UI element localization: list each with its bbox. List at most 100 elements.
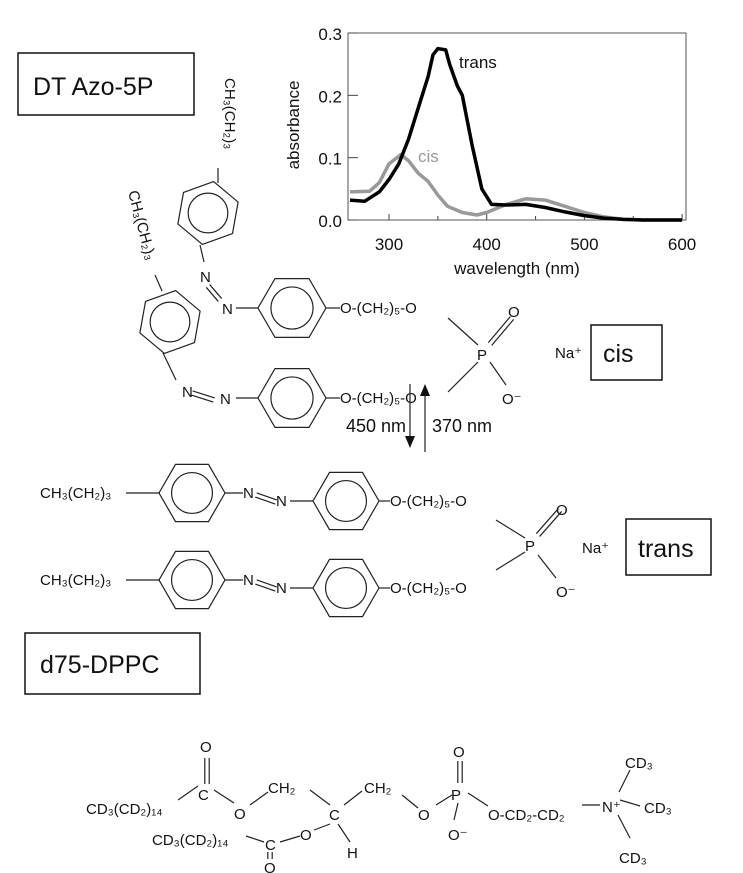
atom-o: O: [300, 827, 312, 844]
atom-head: O-CD₂-CD₂: [488, 807, 565, 824]
atom-n: N: [182, 384, 193, 401]
bond: [535, 508, 559, 534]
trans-label: trans: [638, 535, 694, 563]
bond: [177, 785, 199, 801]
bond: [487, 316, 511, 343]
dtazo-label: DT Azo-5P: [33, 73, 153, 101]
atom-n: N: [220, 391, 231, 408]
bond: [537, 554, 557, 579]
atom-c: C: [265, 837, 276, 854]
arrow-down-icon: [405, 436, 415, 448]
x-tick-label: 600: [668, 235, 696, 254]
atom-dppc-chain: CD₃(CD₂)₁₄: [152, 832, 228, 849]
atom-butyl: CH₃(CH₂)₃: [40, 485, 111, 502]
trans-box: [625, 518, 712, 576]
bond: [209, 284, 223, 299]
atom-butyl: CH₃(CH₂)₃: [40, 572, 111, 589]
x-tick-label: 300: [375, 235, 403, 254]
cis-label: cis: [603, 340, 634, 368]
aromatic-circle: [170, 558, 214, 602]
y-tick-label: 0.1: [318, 150, 342, 169]
atom-p: P: [451, 787, 461, 804]
atom-ch2: CH₂: [364, 780, 392, 797]
atom-o: O: [200, 739, 212, 756]
label-370nm: 370 nm: [432, 416, 492, 436]
benzene-ring: [158, 550, 226, 610]
aromatic-circle: [270, 286, 314, 330]
aromatic-circle: [187, 192, 229, 234]
atom-n: N: [243, 572, 254, 589]
atom-butyl: CH₃(CH₂)₃: [221, 78, 238, 149]
bond: [191, 394, 214, 403]
bond: [313, 823, 331, 831]
aromatic-circle: [270, 376, 314, 420]
atom-o-minus: O⁻: [556, 584, 576, 601]
bond: [255, 583, 276, 592]
plot-frame: [347, 32, 687, 221]
bond: [495, 551, 526, 571]
bond: [256, 579, 277, 588]
bond: [255, 496, 276, 505]
x-tick-label: 500: [570, 235, 598, 254]
atom-c: C: [198, 787, 209, 804]
atom-cd3: CD₃: [625, 755, 653, 772]
x-axis-label: wavelength (nm): [453, 259, 580, 278]
bond: [447, 317, 479, 346]
bond: [205, 287, 219, 302]
photoswitch-arrows: 450 nm 370 nm: [346, 384, 492, 452]
atom-linker: O-(CH₂)₅-O: [390, 493, 467, 510]
atom-butyl: CH₃(CH₂)₃: [124, 189, 159, 262]
dppc-box: [24, 632, 201, 695]
bond: [401, 794, 419, 809]
aromatic-circle: [324, 479, 368, 523]
bond: [453, 802, 459, 821]
arrow-up-icon: [420, 384, 430, 396]
bond: [309, 789, 331, 806]
benzene-ring: [139, 289, 201, 355]
atom-o-minus: O⁻: [448, 827, 468, 844]
y-axis-label: absorbance: [284, 81, 303, 170]
dtazo-box: [17, 52, 195, 116]
dppc-label: d75-DPPC: [40, 651, 160, 679]
atom-n: N: [222, 301, 233, 318]
atom-n: N: [243, 485, 254, 502]
atom-n: N: [276, 493, 287, 510]
bond: [447, 361, 479, 393]
bond: [489, 361, 507, 386]
bond: [619, 799, 641, 807]
atom-o: O: [453, 744, 465, 761]
atom-linker: O-(CH₂)₅-O: [340, 390, 417, 407]
atom-cd3: CD₃: [644, 800, 672, 817]
benzene-ring: [312, 471, 380, 531]
aromatic-circle: [149, 301, 191, 343]
bond: [256, 492, 277, 501]
bond: [491, 319, 515, 346]
atom-o: O: [418, 807, 430, 824]
atom-p: P: [525, 538, 535, 555]
aromatic-circle: [170, 471, 214, 515]
bond: [467, 792, 489, 807]
atom-n: N: [276, 580, 287, 597]
series-label-trans: trans: [459, 53, 497, 72]
atom-o: O: [508, 304, 520, 321]
x-tick-label: 400: [473, 235, 501, 254]
bond: [192, 390, 215, 399]
bond: [617, 814, 631, 839]
bond: [213, 789, 235, 804]
aromatic-circle: [324, 566, 368, 610]
atom-o-minus: O⁻: [502, 391, 522, 408]
bond: [199, 244, 205, 263]
atom-n-plus: N⁺: [602, 799, 621, 816]
bond: [337, 823, 351, 843]
atom-linker: O-(CH₂)₅-O: [390, 580, 467, 597]
atom-o: O: [556, 502, 568, 519]
benzene-ring: [257, 368, 327, 428]
benzene-ring: [177, 180, 239, 246]
atom-ch2: CH₂: [268, 780, 296, 797]
atom-n: N: [200, 269, 211, 286]
benzene-ring: [257, 278, 327, 338]
benzene-ring: [158, 463, 226, 523]
atom-o: O: [234, 806, 246, 823]
